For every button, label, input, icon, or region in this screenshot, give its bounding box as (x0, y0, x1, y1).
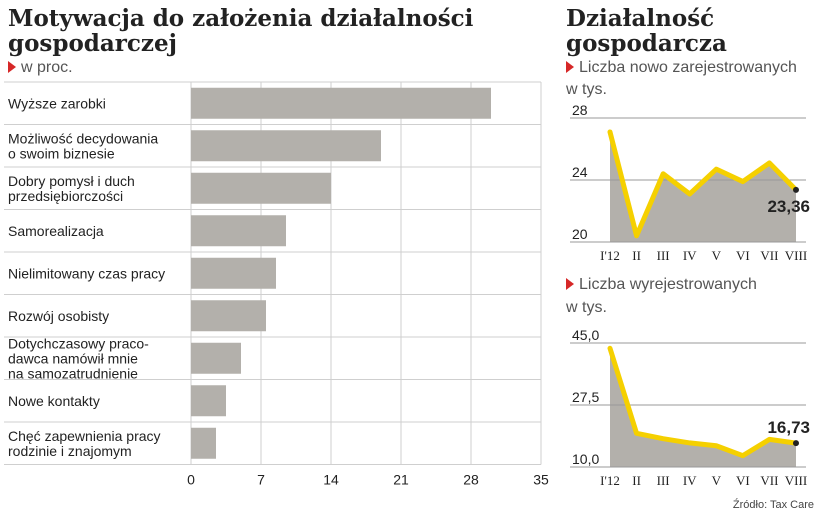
y-tick-label: 10,0 (572, 451, 599, 467)
category-label: Dotychczasowy praco- (8, 335, 149, 351)
x-category-label: II (632, 473, 641, 488)
category-label: Nielimitowany czas pracy (8, 265, 165, 281)
bar (191, 342, 241, 374)
right-title-line2: gospodarcza (566, 30, 727, 57)
x-tick-label: 21 (393, 472, 409, 488)
bar (191, 215, 286, 247)
category-label: o swoim biznesie (8, 145, 115, 161)
x-category-label: III (657, 248, 670, 263)
left-title-line2: gospodarczej (8, 30, 177, 57)
category-label: Chęć zapewnienia pracy (8, 428, 161, 444)
category-label: Samorealizacja (8, 223, 104, 239)
y-tick-label: 27,5 (572, 389, 599, 405)
x-category-label: V (712, 248, 722, 263)
x-category-label: VI (736, 248, 750, 263)
right-chart-title: Działalność gospodarcza (566, 6, 727, 56)
bottom-series-title-text: Liczba wyrejestrowanych (579, 276, 757, 293)
red-triangle-icon (566, 277, 574, 290)
x-tick-label: 0 (187, 472, 195, 488)
x-category-label: III (657, 473, 670, 488)
left-unit-text: w proc. (21, 59, 73, 76)
area-fill (610, 131, 796, 242)
x-category-label: VIII (785, 473, 807, 488)
red-triangle-icon (8, 60, 16, 73)
left-chart-title: Motywacja do założenia działalności gosp… (8, 6, 473, 56)
category-label: Możliwość decydowania (8, 130, 158, 146)
y-tick-label: 28 (572, 102, 588, 118)
x-category-label: IV (683, 473, 697, 488)
bar (191, 257, 276, 289)
bar (191, 87, 491, 119)
right-title-line1: Działalność (566, 5, 715, 32)
top-series-unit: w tys. (566, 81, 607, 98)
bar (191, 300, 266, 332)
y-tick-label: 24 (572, 164, 588, 180)
bar (191, 385, 226, 417)
bar (191, 172, 331, 204)
source-note: Źródło: Tax Care (732, 499, 814, 511)
x-tick-label: 7 (257, 472, 265, 488)
x-category-label: VII (760, 473, 778, 488)
y-tick-label: 45,0 (572, 327, 599, 343)
category-label: rodzinie i znajomym (8, 443, 132, 459)
area-fill (610, 348, 796, 467)
x-category-label: VIII (785, 248, 807, 263)
category-label: Dobry pomysł i duch (8, 173, 135, 189)
category-label: Rozwój osobisty (8, 308, 109, 324)
top-series-title: Liczba nowo zarejestrowanych (566, 59, 797, 77)
x-tick-label: 14 (323, 472, 339, 488)
category-label: dawca namówił mnie (8, 350, 138, 366)
category-label: Wyższe zarobki (8, 95, 106, 111)
bottom-series-unit: w tys. (566, 299, 607, 316)
bar (191, 427, 216, 459)
x-tick-label: 28 (463, 472, 479, 488)
series-line (607, 129, 799, 239)
bottom-series-title: Liczba wyrejestrowanych (566, 276, 757, 294)
x-tick-label: 35 (533, 472, 549, 488)
y-tick-label: 20 (572, 226, 588, 242)
left-title-line1: Motywacja do założenia działalności (8, 5, 474, 32)
x-category-label: V (712, 473, 722, 488)
left-unit-label: w proc. (8, 59, 73, 77)
x-category-label: VII (760, 248, 778, 263)
top-series-title-text: Liczba nowo zarejestrowanych (579, 59, 797, 76)
last-value-label: 23,36 (767, 197, 810, 216)
x-category-label: IV (683, 248, 697, 263)
category-label: na samozatrudnienie (8, 365, 138, 381)
bar (191, 130, 381, 162)
x-category-label: I'12 (600, 248, 620, 263)
last-value-label: 16,73 (767, 418, 810, 437)
red-triangle-icon (566, 60, 574, 73)
x-category-label: II (632, 248, 641, 263)
category-label: przedsiębiorczości (8, 188, 123, 204)
x-category-label: VI (736, 473, 750, 488)
x-category-label: I'12 (600, 473, 620, 488)
series-line (607, 345, 799, 459)
category-label: Nowe kontakty (8, 393, 100, 409)
last-point-marker (793, 440, 799, 447)
last-point-marker (793, 186, 799, 193)
